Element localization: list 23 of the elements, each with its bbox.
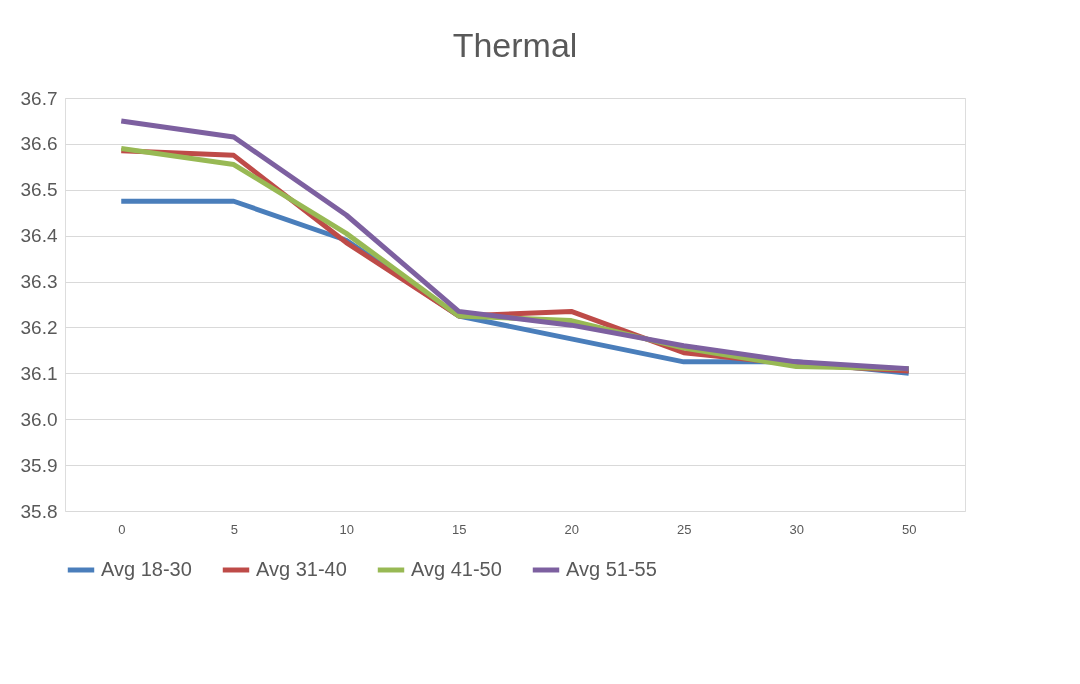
y-tick-label: 36.7 xyxy=(20,87,58,109)
y-tick-label: 36.3 xyxy=(20,271,58,293)
y-tick-label: 36.0 xyxy=(20,408,58,430)
x-tick-label: 50 xyxy=(902,521,917,537)
legend-label: Avg 31-40 xyxy=(256,558,347,580)
x-tick-label: 20 xyxy=(564,521,579,537)
legend-label: Avg 41-50 xyxy=(411,558,502,580)
y-tick-label: 35.9 xyxy=(20,454,58,476)
x-tick-label: 30 xyxy=(789,521,804,537)
legend-label: Avg 18-30 xyxy=(101,558,192,580)
y-tick-label: 36.1 xyxy=(20,362,58,384)
chart-title: Thermal xyxy=(452,26,578,64)
y-tick-label: 36.5 xyxy=(20,179,58,201)
y-tick-label: 35.8 xyxy=(20,500,58,522)
x-tick-label: 25 xyxy=(677,521,692,537)
y-tick-label: 36.4 xyxy=(20,225,58,247)
x-tick-label: 10 xyxy=(339,521,354,537)
x-tick-label: 5 xyxy=(230,521,238,537)
y-tick-label: 36.2 xyxy=(20,316,58,338)
y-tick-label: 36.6 xyxy=(20,133,58,155)
x-tick-label: 0 xyxy=(118,521,126,537)
x-tick-label: 15 xyxy=(452,521,467,537)
legend-label: Avg 51-55 xyxy=(566,558,657,580)
